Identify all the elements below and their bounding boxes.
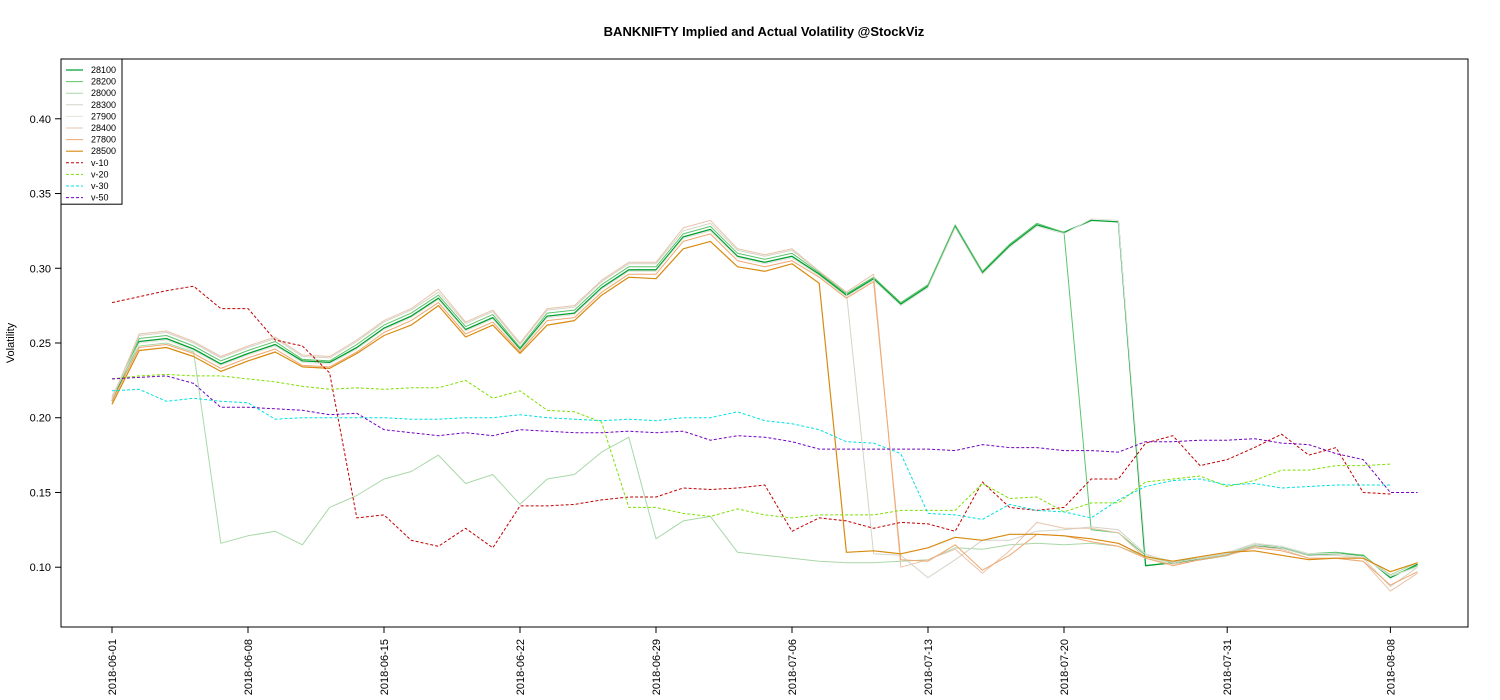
series-line-v-10: [111, 285, 1391, 549]
legend-label-28200: 28200: [91, 77, 116, 87]
x-tick-label: 2018-07-20: [1059, 639, 1071, 695]
legend-label-28500: 28500: [91, 146, 116, 156]
y-tick-label: 0.40: [30, 114, 51, 126]
y-tick-label: 0.35: [30, 189, 51, 201]
legend-label-27900: 27900: [91, 111, 116, 121]
y-tick-label: 0.30: [30, 263, 51, 275]
y-axis-label: Volatility: [5, 322, 17, 363]
chart-title: BANKNIFTY Implied and Actual Volatility …: [604, 24, 925, 39]
series-line-v-50: [111, 375, 1418, 493]
series-line-27800: [111, 233, 1418, 586]
y-tick-label: 0.20: [30, 413, 51, 425]
x-tick-label: 2018-06-15: [379, 639, 391, 695]
x-tick-label: 2018-07-31: [1222, 639, 1234, 695]
legend-label-v-30: v-30: [91, 181, 109, 191]
legend-label-28400: 28400: [91, 123, 116, 133]
series-line-v-20: [111, 373, 1391, 519]
legend-label-v-10: v-10: [91, 158, 109, 168]
x-tick-label: 2018-06-29: [651, 639, 663, 695]
series-line-28300: [111, 222, 1418, 588]
y-tick-label: 0.15: [30, 487, 51, 499]
y-tick-label: 0.10: [30, 562, 51, 574]
x-tick-label: 2018-08-08: [1385, 639, 1397, 695]
legend-label-28100: 28100: [91, 65, 116, 75]
legend-label-v-50: v-50: [91, 193, 109, 203]
x-tick-label: 2018-06-08: [243, 639, 255, 695]
x-tick-label: 2018-07-13: [923, 639, 935, 695]
x-tick-label: 2018-06-22: [515, 639, 527, 695]
series-line-28500: [111, 240, 1418, 573]
x-axis: 2018-06-01 2018-06-08 2018-06-15 2018-06-22…: [107, 626, 1397, 695]
x-tick-label: 2018-07-06: [787, 639, 799, 695]
legend-label-27800: 27800: [91, 135, 116, 145]
legend-label-v-20: v-20: [91, 169, 109, 179]
series-layer: [111, 218, 1418, 592]
legend-label-28000: 28000: [91, 88, 116, 98]
series-line-v-30: [111, 388, 1391, 520]
legend-box: [60, 58, 123, 205]
y-tick-label: 0.25: [30, 338, 51, 350]
legend-label-28300: 28300: [91, 100, 116, 110]
x-tick-label: 2018-06-01: [107, 639, 119, 695]
